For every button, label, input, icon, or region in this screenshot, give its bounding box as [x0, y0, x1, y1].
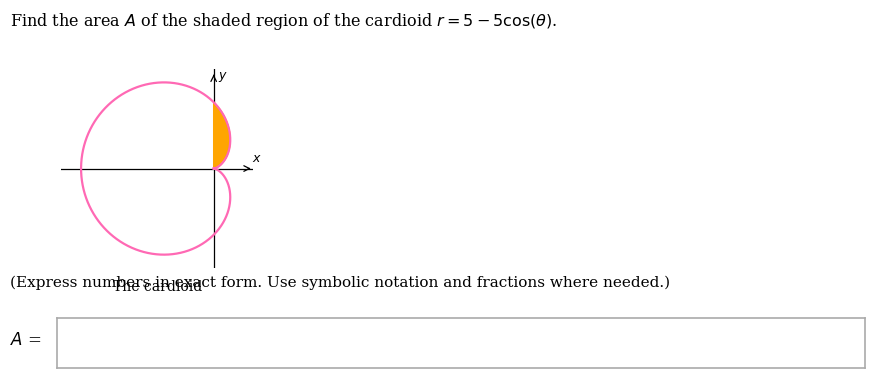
Text: Find the area $A$ of the shaded region of the cardioid $r = 5 - 5\cos(\theta)$.: Find the area $A$ of the shaded region o… [10, 11, 558, 33]
Polygon shape [213, 102, 230, 169]
Text: The cardioid: The cardioid [113, 280, 202, 294]
Text: $y$: $y$ [218, 70, 227, 84]
Text: $x$: $x$ [252, 152, 262, 165]
Text: (Express numbers in exact form. Use symbolic notation and fractions where needed: (Express numbers in exact form. Use symb… [10, 276, 670, 290]
Text: $A$ =: $A$ = [10, 332, 42, 349]
